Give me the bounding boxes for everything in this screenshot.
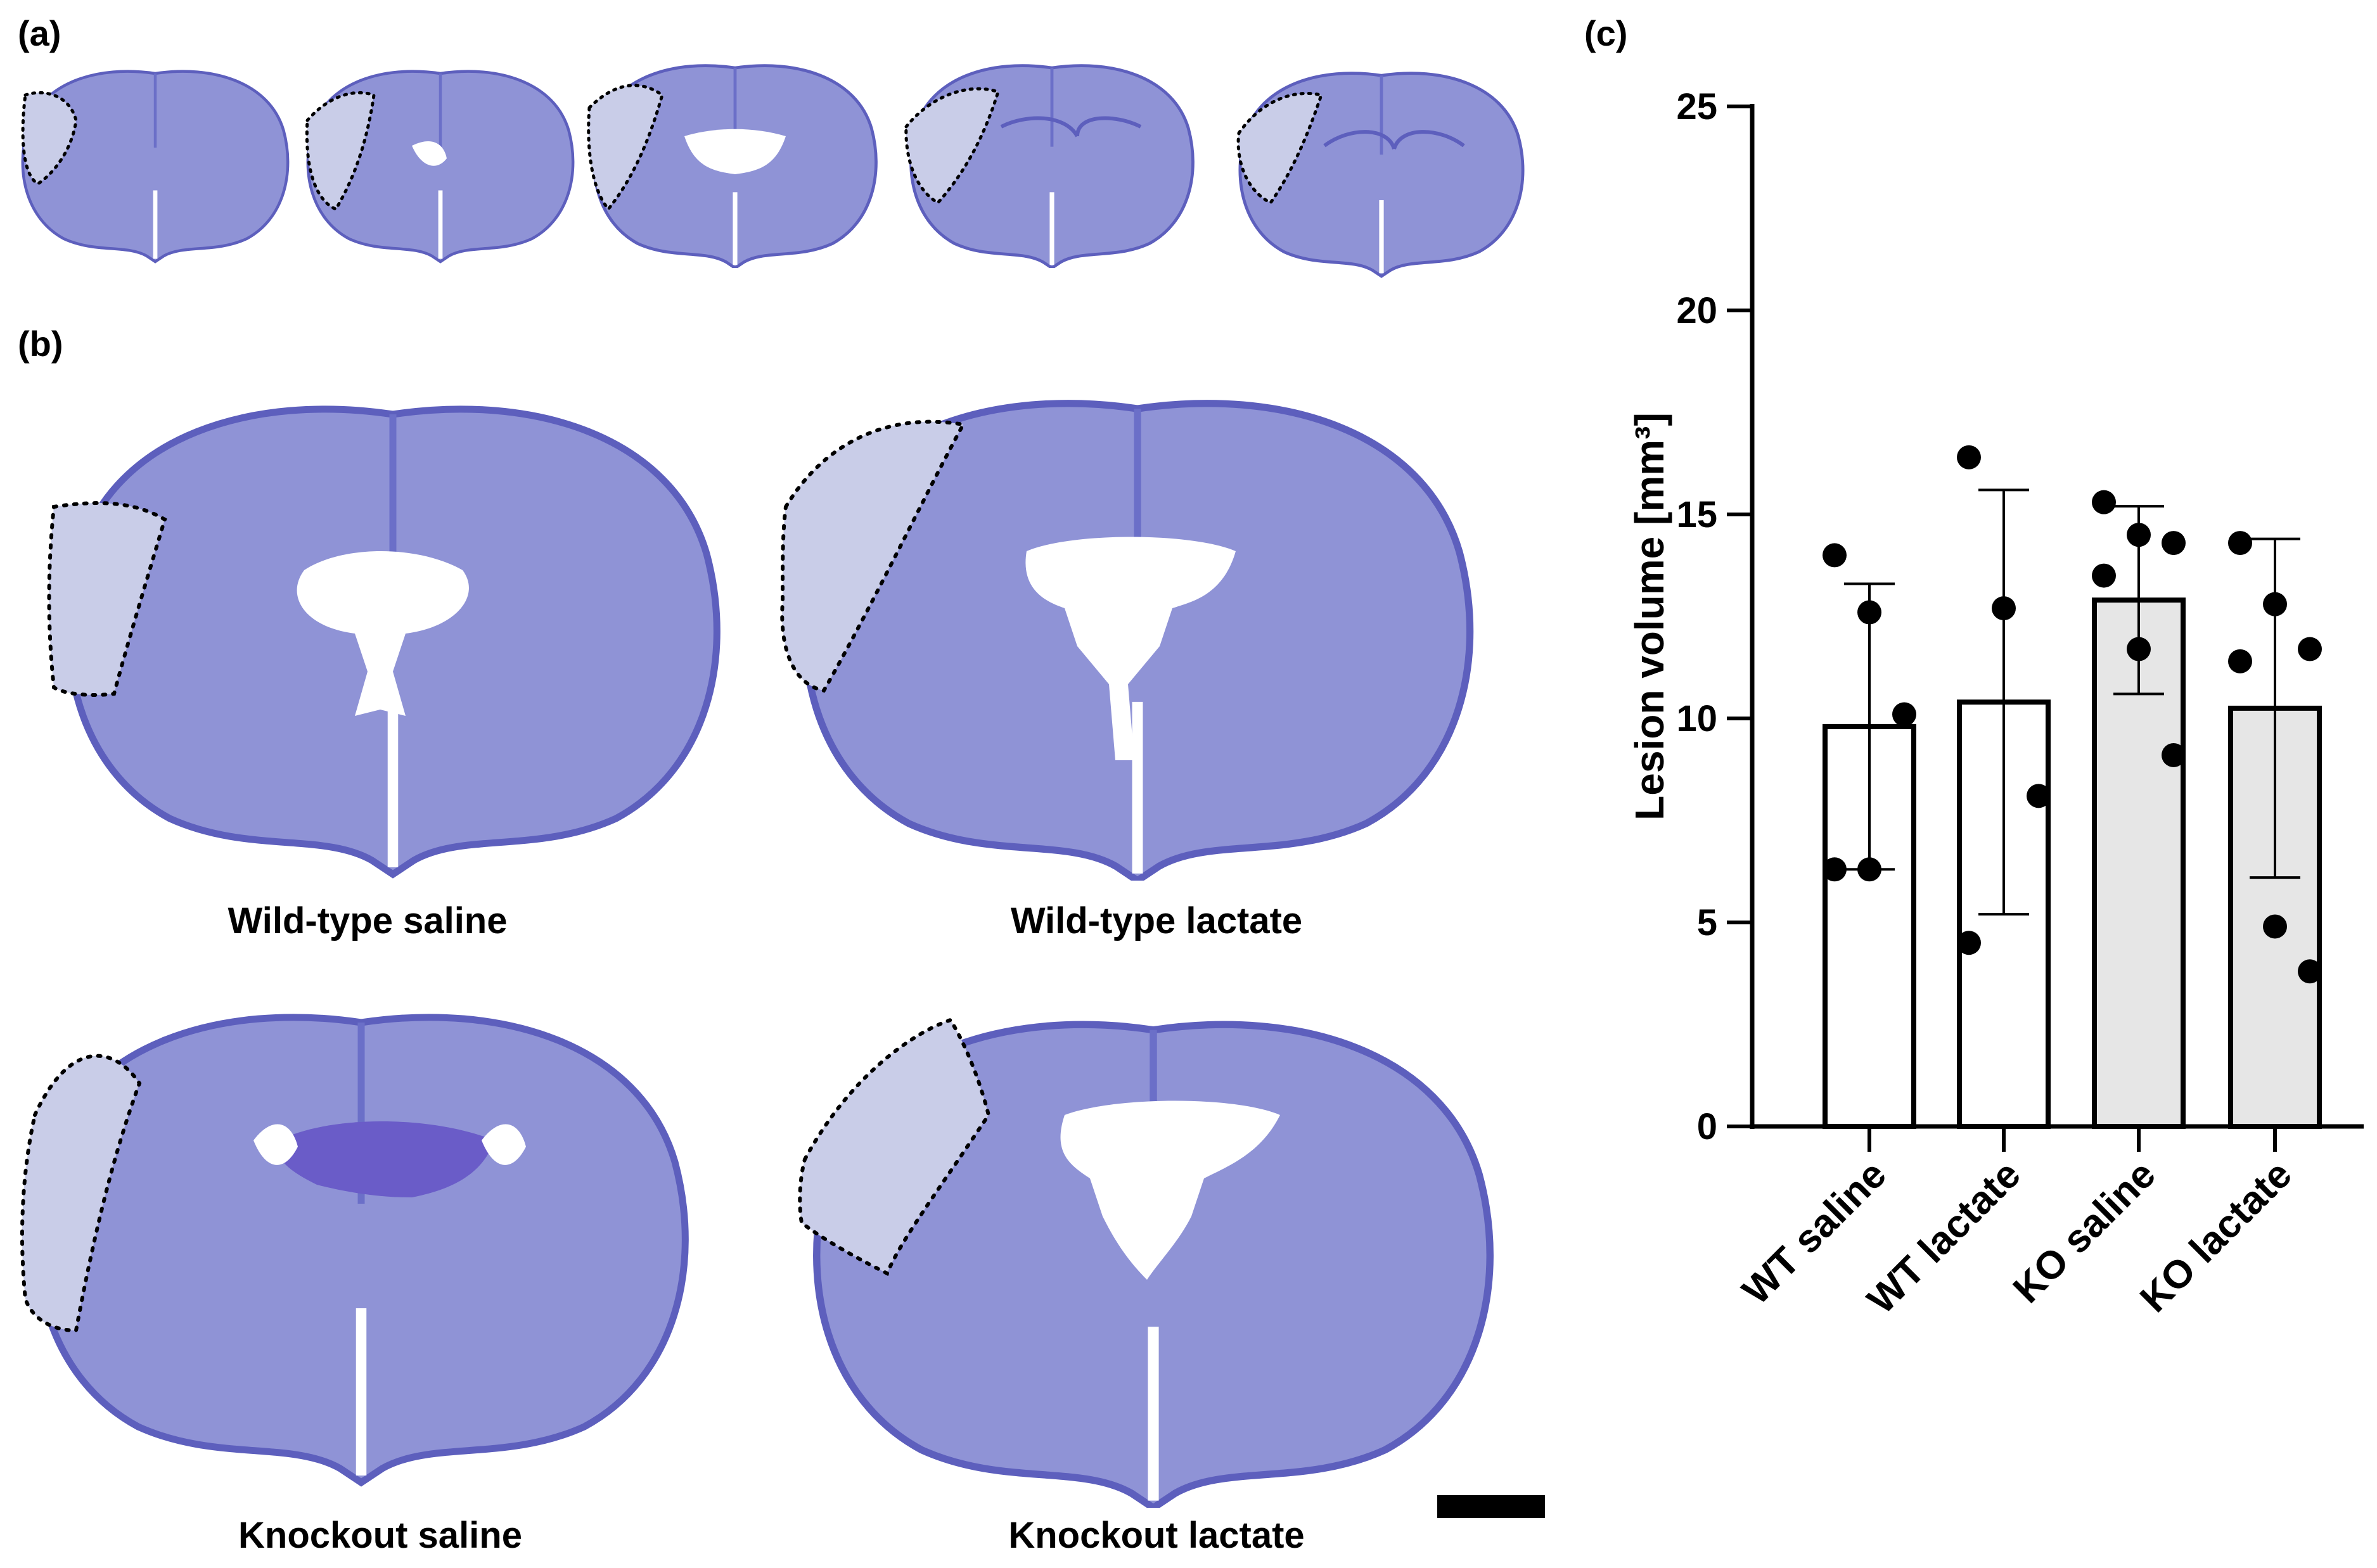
section-ko-saline [20, 1017, 685, 1482]
panel-label-c: (c) [1584, 13, 1628, 53]
data-point [2228, 649, 2252, 673]
y-axis-label: Lesion volume [mm³] [1627, 412, 1672, 820]
data-point [1823, 543, 1847, 568]
caption-wt-lactate: Wild-type lactate [1010, 900, 1303, 941]
y-tick-label: 20 [1676, 290, 1717, 331]
section-a5 [1236, 73, 1523, 276]
panel-label-b: (b) [18, 324, 63, 364]
section-a3 [587, 66, 876, 268]
data-point [2162, 743, 2186, 767]
data-point [1957, 931, 1981, 955]
data-point [2263, 592, 2287, 616]
data-point [2092, 490, 2116, 514]
data-point [1823, 857, 1847, 882]
data-point [2263, 914, 2287, 939]
section-wt-lactate [780, 404, 1470, 881]
data-point [1992, 596, 2016, 621]
section-ko-lactate [798, 1017, 1490, 1508]
data-point [2298, 959, 2322, 984]
data-point [2027, 784, 2051, 808]
scale-bar [1437, 1495, 1545, 1518]
panel-a-sections [23, 66, 1523, 276]
data-point [1957, 445, 1981, 469]
caption-ko-lactate: Knockout lactate [1008, 1515, 1305, 1556]
caption-ko-saline: Knockout saline [238, 1515, 522, 1556]
y-tick-label: 5 [1697, 902, 1717, 943]
y-tick-label: 0 [1697, 1106, 1717, 1147]
section-a1 [23, 72, 288, 262]
data-point [1857, 857, 1881, 882]
data-point [2162, 531, 2186, 556]
caption-wt-saline: Wild-type saline [227, 900, 508, 941]
y-tick-label: 25 [1676, 86, 1717, 127]
section-a2 [305, 72, 573, 262]
y-tick-label: 10 [1676, 698, 1717, 739]
data-point [2298, 637, 2322, 661]
data-point [2228, 531, 2252, 556]
data-point [2092, 563, 2116, 588]
y-tick-label: 15 [1676, 494, 1717, 535]
data-point [2127, 637, 2151, 661]
section-a4 [904, 66, 1193, 268]
data-point [1892, 702, 1916, 727]
data-point [2127, 523, 2151, 547]
panel-label-a: (a) [18, 13, 61, 53]
data-point [1857, 600, 1881, 625]
section-wt-saline [47, 409, 717, 874]
